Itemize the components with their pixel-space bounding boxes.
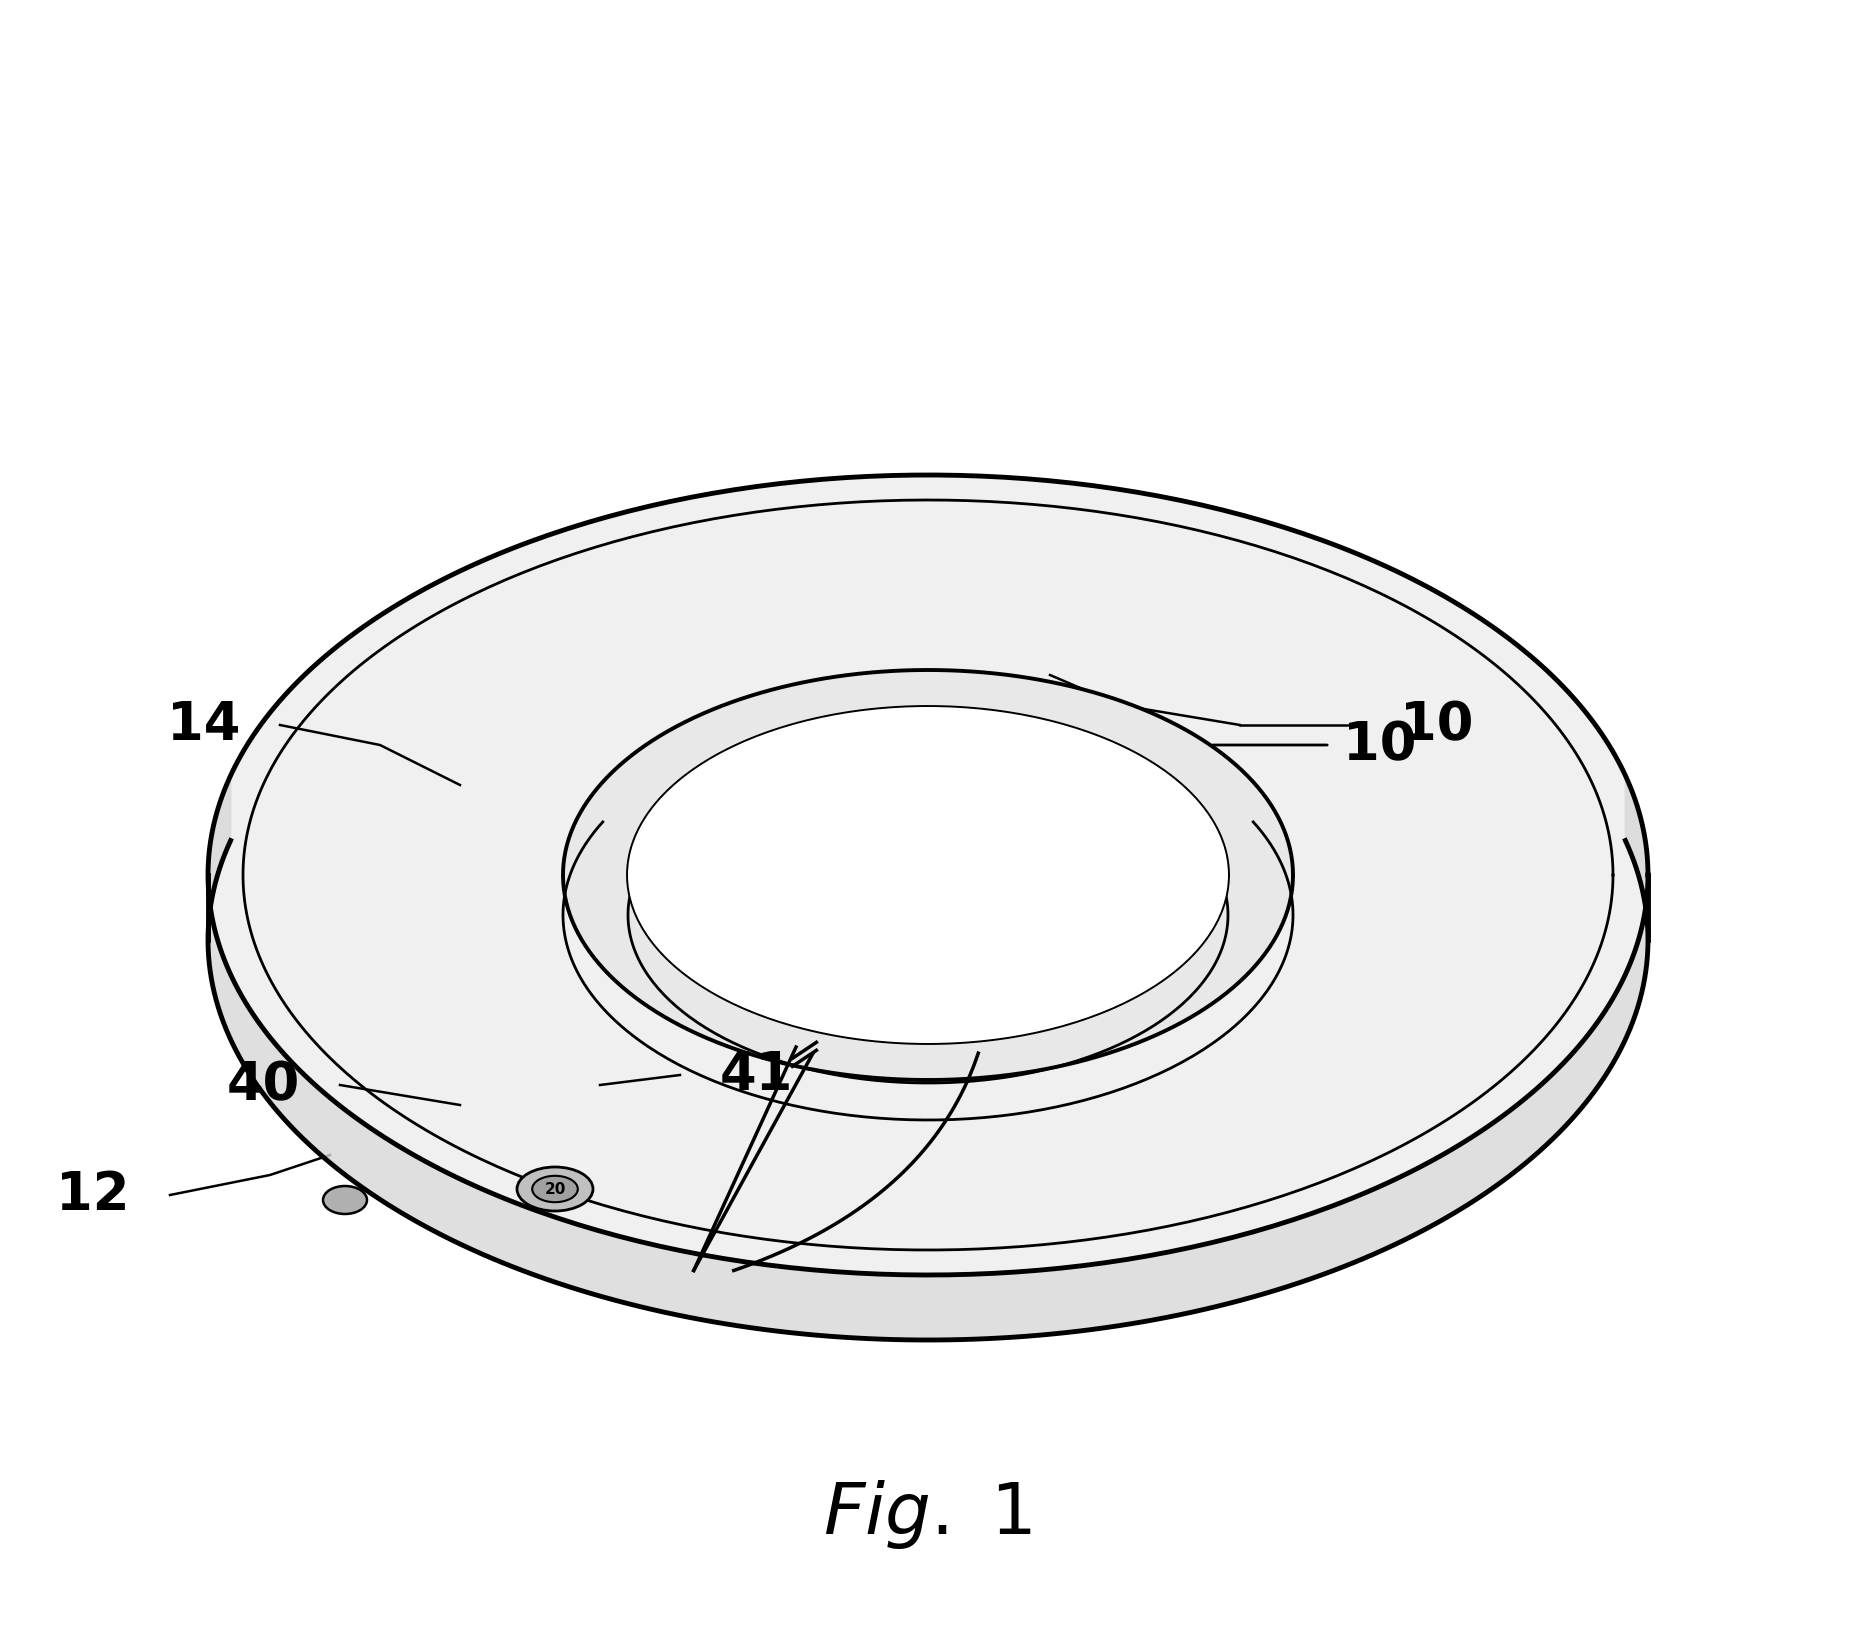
Polygon shape	[208, 775, 1647, 1341]
Ellipse shape	[532, 1176, 577, 1202]
Text: 10: 10	[1399, 699, 1473, 751]
Ellipse shape	[208, 474, 1647, 1276]
Ellipse shape	[627, 707, 1228, 1043]
Ellipse shape	[562, 670, 1293, 1081]
Ellipse shape	[518, 1167, 594, 1211]
Text: 16: 16	[859, 968, 933, 1020]
Text: 20: 20	[544, 1181, 566, 1196]
Text: 12: 12	[56, 1168, 130, 1220]
Text: 41: 41	[720, 1050, 792, 1102]
Ellipse shape	[323, 1186, 367, 1214]
Text: 14: 14	[167, 699, 239, 751]
Text: 40: 40	[226, 1060, 301, 1112]
Text: $\it{Fig.\ 1}$: $\it{Fig.\ 1}$	[824, 1479, 1031, 1552]
Text: 10: 10	[1343, 718, 1415, 770]
